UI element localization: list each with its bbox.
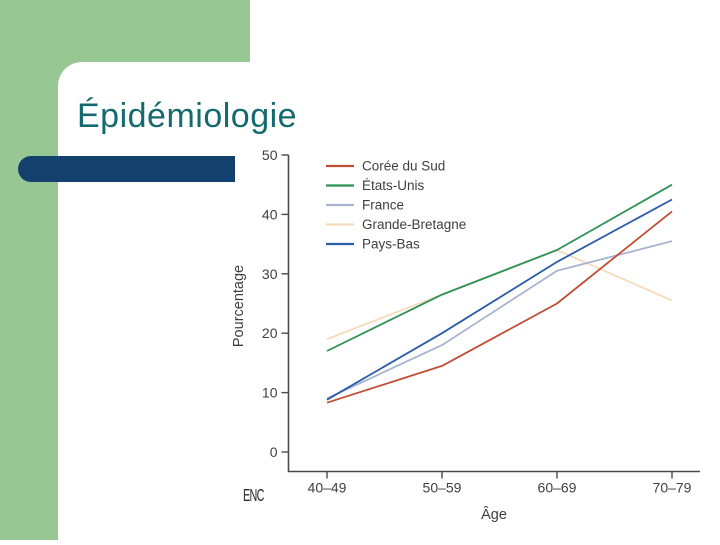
green-sidebar <box>0 0 58 540</box>
y-axis-tick-label: 20 <box>262 325 278 341</box>
content-panel <box>58 62 720 540</box>
chart-line-1 <box>326 210 673 404</box>
title-accent-bar <box>18 156 235 182</box>
legend-label: Corée du Sud <box>362 159 445 174</box>
x-axis-tick-label: 60–69 <box>538 480 577 496</box>
x-axis-title: Âge <box>481 506 507 523</box>
chart-line-2 <box>326 183 673 352</box>
line-chart: 0 10 20 30 40 50 40–49 50–59 60–69 70–79 Pourcenta… <box>231 147 700 523</box>
enc-logo: ENC <box>243 486 264 506</box>
epidemiology-chart: 0 10 20 30 40 50 40–49 50–59 60–69 70–79 Pourcenta… <box>225 140 717 540</box>
y-axis-title: Pourcentage <box>231 265 247 347</box>
x-axis-tick-label: 40–49 <box>308 480 347 496</box>
legend-label: France <box>362 198 404 213</box>
legend-label: Grande-Bretagne <box>362 217 466 232</box>
y-axis-tick-label: 10 <box>262 385 278 401</box>
chart-line-5 <box>326 198 673 401</box>
x-axis-tick-label: 50–59 <box>423 480 462 496</box>
legend-label: États-Unis <box>362 178 425 193</box>
y-axis-tick-label: 30 <box>262 266 278 282</box>
y-axis-tick-label: 40 <box>262 206 278 222</box>
y-axis-tick-label: 0 <box>270 444 278 460</box>
x-axis-tick-label: 70–79 <box>653 480 692 496</box>
y-axis-tick-label: 50 <box>262 147 278 163</box>
chart-line-3 <box>326 240 673 400</box>
legend-label: Pays-Bas <box>362 237 420 252</box>
page-title: Épidémiologie <box>77 97 298 135</box>
